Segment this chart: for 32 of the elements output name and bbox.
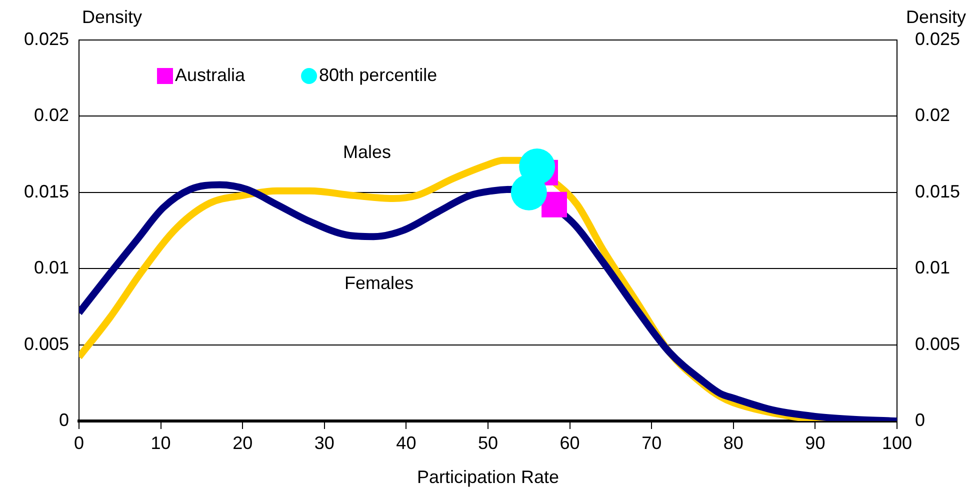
x-axis-title: Participation Rate (416, 467, 560, 488)
annotation: Males (342, 142, 392, 162)
point (542, 192, 567, 218)
x-tick-label: 20 (232, 432, 253, 453)
y2-tick-label: 0.02 (915, 105, 950, 126)
y2-tick-label: 0 (915, 410, 926, 430)
y2-tick-label: 0.025 (915, 28, 960, 49)
y-tick-label: 0.02 (34, 105, 69, 126)
x-tick-label: 50 (478, 432, 498, 453)
x-tick-label: 80 (723, 432, 744, 453)
x-tick-label: 40 (396, 432, 416, 453)
annotation: Females (344, 272, 414, 293)
x-tick-label: 70 (642, 432, 662, 453)
x-tick-label: 60 (560, 432, 580, 453)
y-tick-label: 0 (58, 410, 69, 430)
x-tick-label: 10 (150, 432, 171, 453)
y-tick-label: 0.005 (24, 334, 69, 354)
y2-tick-label: 0.015 (915, 181, 960, 202)
y-tick-label: 0.015 (24, 181, 69, 202)
y2-tick-label: 0.01 (915, 258, 950, 278)
y2-axis-title: Density (906, 6, 966, 27)
x-tick-label: 0 (74, 432, 84, 453)
legend-label: Australia (175, 64, 246, 85)
x-tick-label: 30 (314, 432, 334, 453)
y-tick-label: 0.01 (34, 258, 69, 278)
x-tick-label: 100 (882, 432, 912, 453)
y2-tick-label: 0.005 (915, 334, 960, 354)
y-tick-label: 0.025 (24, 28, 69, 49)
y-axis-title: Density (82, 6, 142, 27)
x-tick-label: 90 (805, 432, 826, 453)
point (510, 174, 547, 210)
legend-label: 80th percentile (319, 64, 438, 85)
